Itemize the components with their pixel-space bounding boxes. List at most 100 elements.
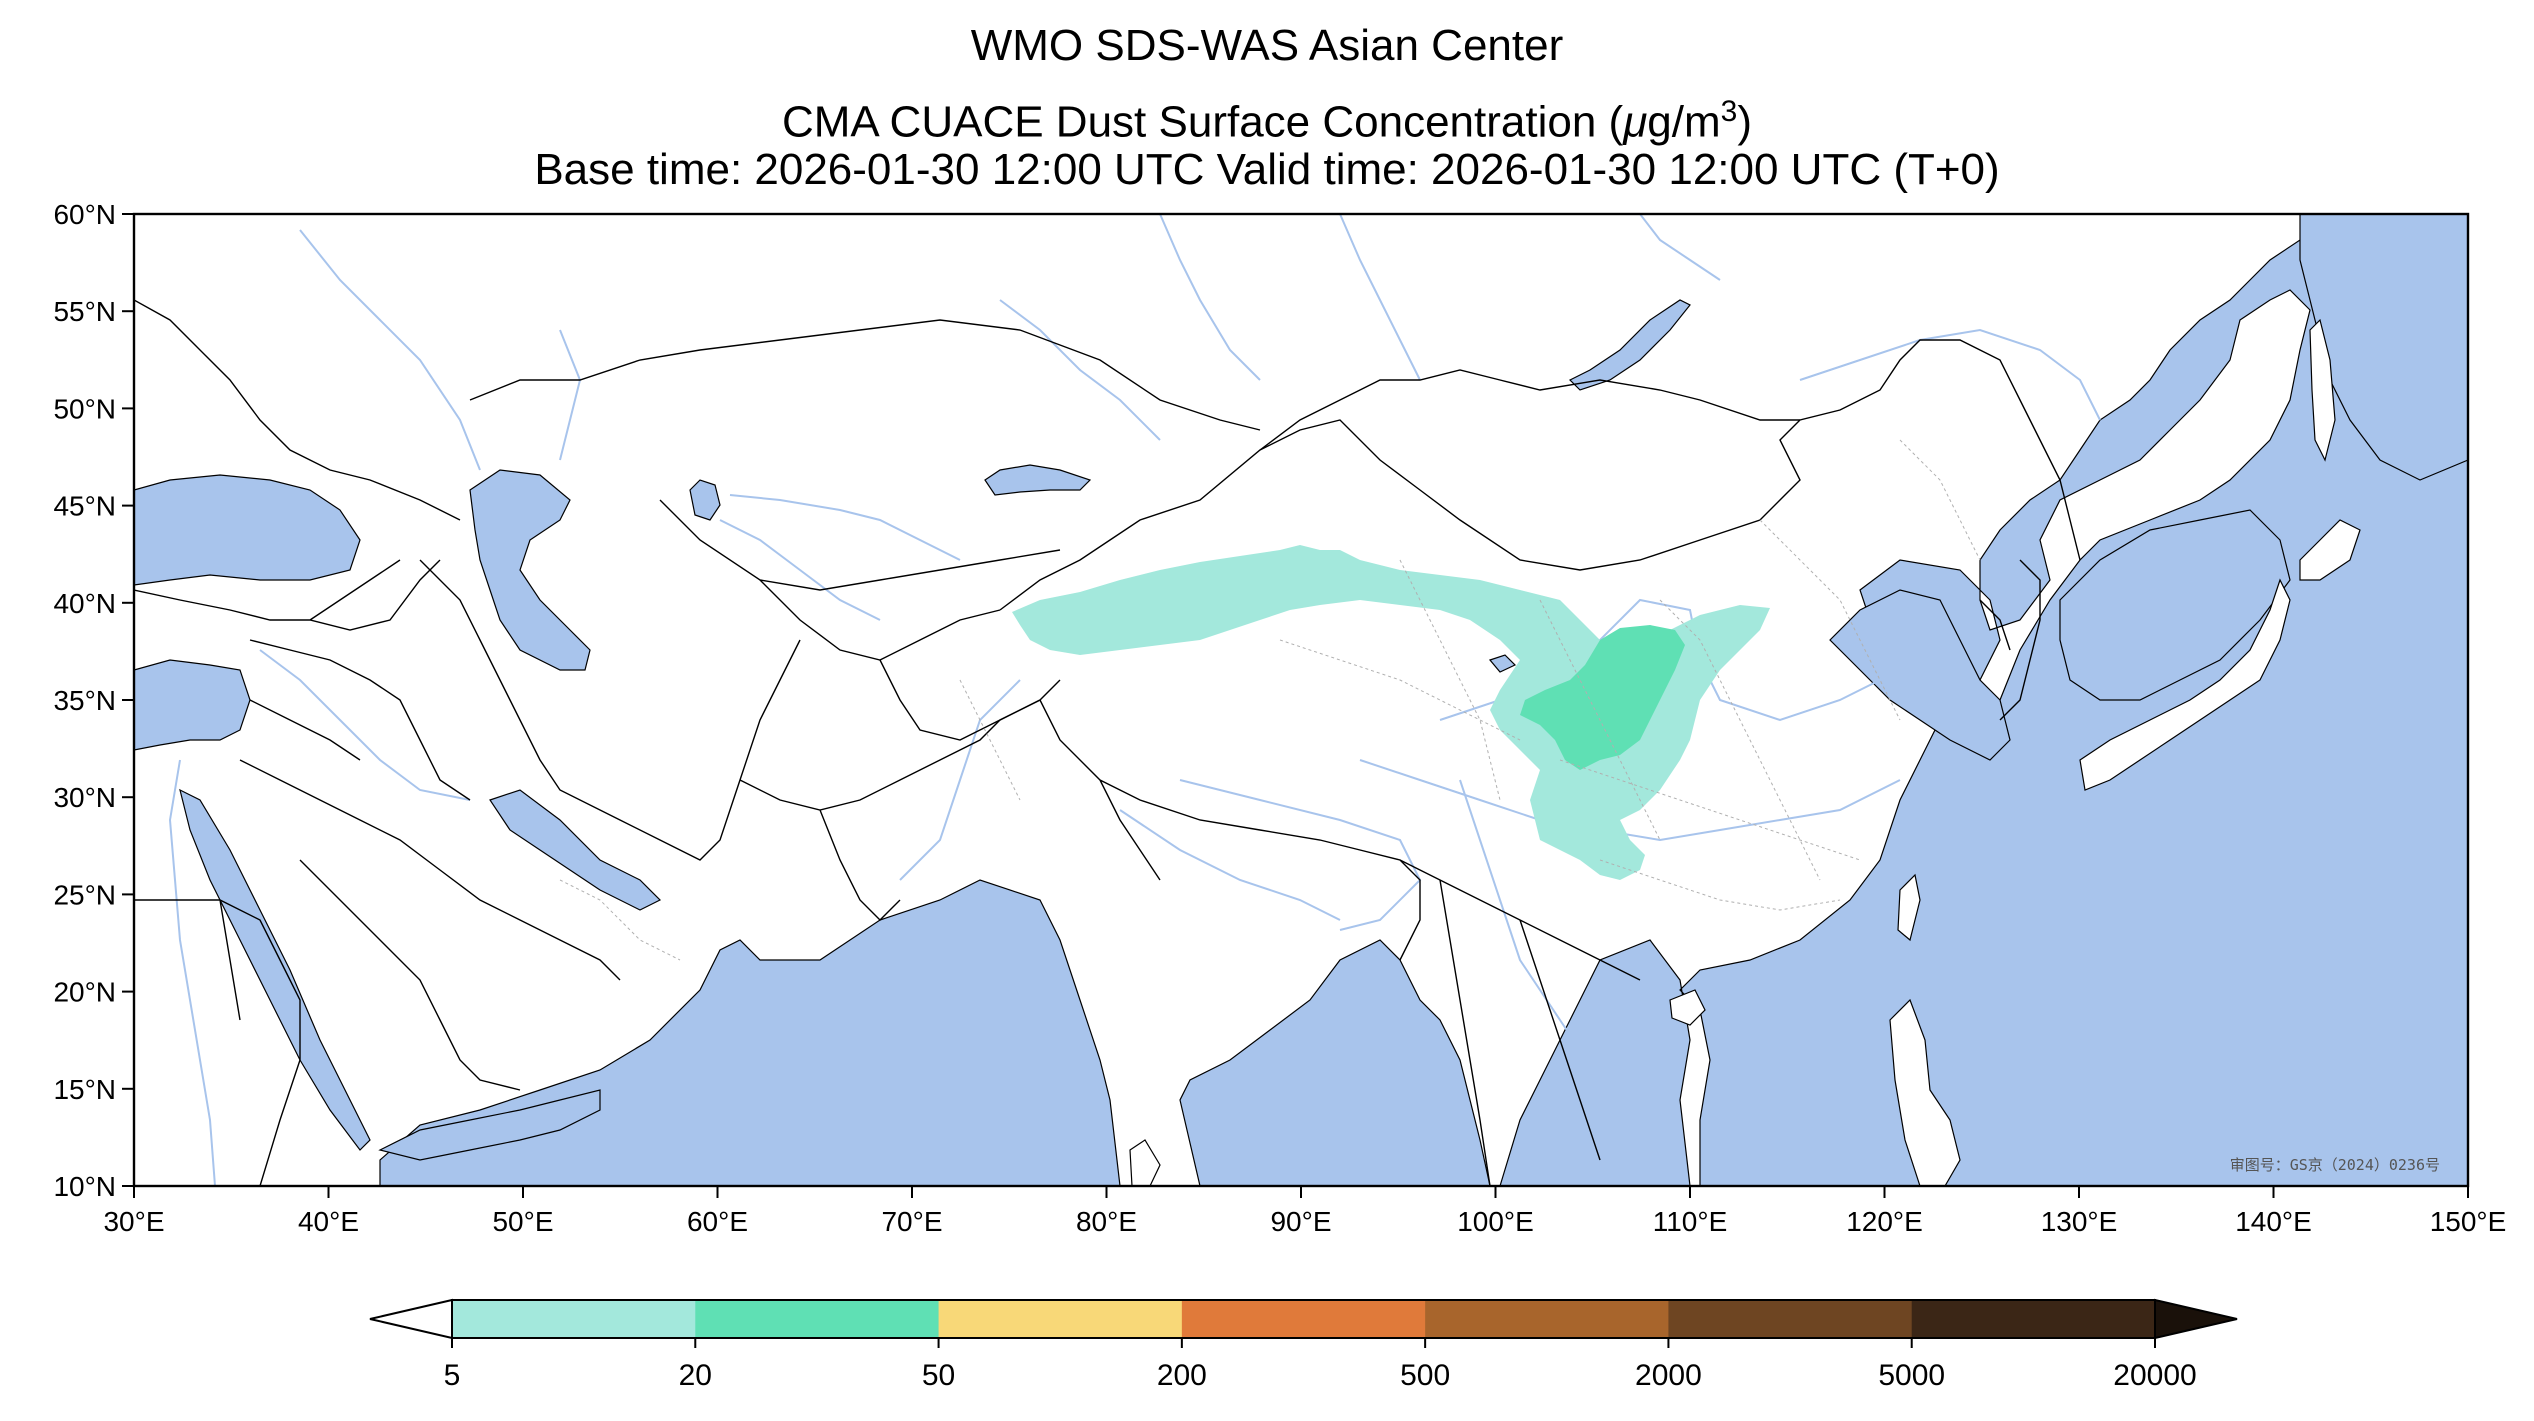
colorbar-label: 5000 (1878, 1359, 1945, 1392)
x-tick-label: 120°E (1846, 1206, 1923, 1237)
yellow-sea (1829, 589, 2011, 761)
approval-number: 审图号：GS京（2024）0236号 (2230, 1156, 2440, 1174)
x-tick-label: 140°E (2235, 1206, 2312, 1237)
border-kazakhstan (469, 319, 1261, 591)
sea-of-okhotsk (2299, 214, 2468, 481)
x-axis: 30°E 40°E 50°E 60°E 70°E 80°E 90°E 100°E 110°E 12… (103, 1186, 2506, 1237)
border-iran (419, 559, 801, 861)
colorbar-segment (1911, 1300, 2156, 1338)
title-line-2-unit: g/m (1647, 97, 1721, 147)
sea-of-japan (2059, 509, 2291, 701)
x-tick-label: 100°E (1457, 1206, 1534, 1237)
colorbar-segment (938, 1300, 1183, 1338)
colorbar-label: 20000 (2113, 1359, 2196, 1392)
y-tick-label: 10°N (53, 1171, 116, 1202)
colorbar: 5 20 50 200 500 2000 5000 20000 (369, 1298, 2238, 1392)
border-middle-east (239, 639, 621, 1091)
colorbar-segment (452, 1300, 696, 1338)
colorbar-label: 2000 (1635, 1359, 1702, 1392)
indian-pacific-ocean (379, 214, 2468, 1186)
y-tick-label: 45°N (53, 491, 116, 522)
border-caucasus-turkey (134, 559, 441, 631)
y-tick-label: 20°N (53, 977, 116, 1008)
dust-region-low-belt (1012, 545, 1770, 880)
title-line-2-prefix: CMA CUACE Dust Surface Concentration ( (781, 97, 1624, 147)
amu-darya-river (719, 519, 881, 621)
province-line-4 (1659, 599, 1821, 881)
x-tick-label: 110°E (1653, 1206, 1728, 1237)
colorbar-label: 500 (1400, 1359, 1450, 1392)
dust-region-core (1520, 625, 1685, 770)
gulf-of-aden (378, 1089, 601, 1161)
title-line-2: CMA CUACE Dust Surface Concentration (μg… (0, 86, 2534, 149)
caspian-sea (469, 469, 591, 671)
border-russia-west (134, 299, 461, 521)
border-mongolia (1259, 369, 1800, 451)
dust-field (1012, 545, 1770, 880)
colorbar-frame (451, 1299, 2156, 1339)
x-tick-label: 60°E (687, 1206, 748, 1237)
black-sea (134, 474, 361, 586)
river-layer (168, 214, 2101, 1186)
y-tick-label: 25°N (53, 879, 116, 910)
brahmaputra-river (1179, 779, 1422, 931)
y-tick-label: 30°N (53, 782, 116, 813)
nile-river (168, 759, 216, 1186)
province-line-9 (959, 679, 1021, 801)
colorbar-under-triangle (369, 1298, 453, 1340)
province-line-2 (1399, 559, 1501, 801)
hainan-island (1669, 989, 1706, 1026)
y-tick-label: 40°N (53, 588, 116, 619)
y-tick-label: 50°N (53, 393, 116, 424)
lake-balkhash (984, 464, 1092, 496)
province-line-3 (1539, 599, 1661, 841)
colorbar-segment (1425, 1300, 1669, 1338)
indus-river (899, 679, 1021, 881)
taiwan-island (1897, 873, 1921, 942)
mediterranean-sea (134, 659, 251, 751)
colorbar-label: 5 (444, 1359, 461, 1392)
ganges-river (1119, 809, 1341, 921)
lake-baikal (1568, 299, 1691, 391)
colorbar-segment (1668, 1300, 1913, 1338)
border-southeast-asia (1399, 859, 1641, 1186)
province-line-7 (1559, 759, 1861, 861)
syr-darya-river (729, 494, 961, 561)
title-line-3: Base time: 2026-01-30 12:00 UTC Valid ti… (534, 145, 2000, 194)
province-line-5 (1759, 519, 1901, 721)
red-sea (179, 788, 371, 1151)
tigris-euphrates-river (259, 649, 471, 801)
philippines (1889, 998, 1961, 1186)
border-china-north (999, 339, 2081, 611)
qinghai-lake (1488, 654, 1517, 673)
border-afghanistan-pakistan (739, 679, 1061, 921)
colorbar-label: 20 (679, 1359, 712, 1392)
x-tick-label: 40°E (298, 1206, 359, 1237)
colorbar-label: 200 (1157, 1359, 1207, 1392)
province-line-6 (1599, 859, 1841, 911)
x-tick-label: 130°E (2041, 1206, 2118, 1237)
x-tick-label: 70°E (881, 1206, 942, 1237)
country-borders (134, 299, 2081, 1186)
x-tick-label: 50°E (492, 1206, 553, 1237)
yangtze-river (1359, 759, 1901, 842)
persian-gulf (489, 789, 662, 911)
sakhalin-island (2309, 318, 2336, 462)
japan-islands (2079, 519, 2361, 791)
yenisei-river (1339, 214, 1421, 381)
y-axis: 60°N 55°N 50°N 45°N 40°N 35°N 30°N 25°N 20°N 15°N… (53, 199, 134, 1202)
title-line-2-suffix: ) (1737, 97, 1752, 147)
colorbar-segment (695, 1300, 940, 1338)
map-plot-area (134, 214, 2468, 1186)
aral-sea (689, 479, 721, 521)
province-line-1 (1279, 639, 1521, 741)
y-tick-label: 60°N (53, 199, 116, 230)
title-line-1: WMO SDS-WAS Asian Center (970, 21, 1564, 70)
x-tick-label: 150°E (2430, 1206, 2507, 1237)
y-tick-label: 15°N (53, 1074, 116, 1105)
border-africa (134, 899, 301, 1186)
lena-river (1639, 214, 1721, 281)
ural-river (559, 329, 582, 461)
mekong-river (1459, 779, 1621, 1141)
x-tick-label: 90°E (1270, 1206, 1331, 1237)
